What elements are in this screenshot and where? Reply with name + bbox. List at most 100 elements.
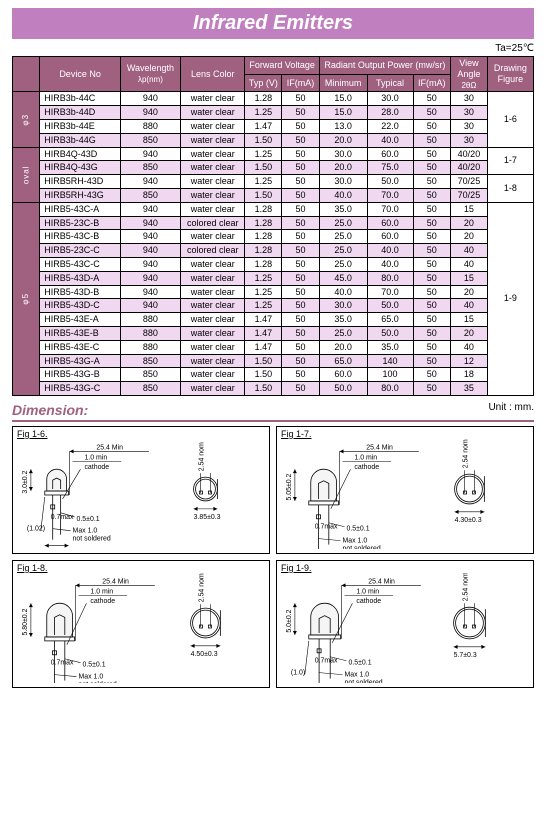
hdr-fv: Forward Voltage bbox=[245, 57, 319, 75]
fig-1-6: Fig 1-6. 3.0±0.225.4 Min1.0 mincathode0.… bbox=[12, 426, 270, 554]
cell: 45.0 bbox=[319, 271, 367, 285]
fig-1-9: Fig 1-9. 5.0±0.225.4 Min1.0 mincathode0.… bbox=[276, 560, 534, 688]
table-row: HIRB5-43C-B940water clear1.285025.060.05… bbox=[13, 230, 534, 244]
svg-text:0.5±0.1: 0.5±0.1 bbox=[82, 662, 105, 669]
cell: 50 bbox=[413, 119, 450, 133]
cell: 70/25 bbox=[451, 188, 488, 202]
svg-text:(1.02): (1.02) bbox=[27, 526, 45, 533]
hdr-ro-typ: Typical bbox=[367, 74, 413, 92]
cell: 1.50 bbox=[245, 161, 282, 175]
cell: HIRB4Q-43D bbox=[40, 147, 121, 161]
cell: water clear bbox=[180, 340, 244, 354]
cell: 25.0 bbox=[319, 326, 367, 340]
cell: 80.0 bbox=[367, 382, 413, 396]
cell: 850 bbox=[120, 368, 180, 382]
table-row: HIRB5-43G-B850water clear1.505060.010050… bbox=[13, 368, 534, 382]
cell: HIRB5-43E-C bbox=[40, 340, 121, 354]
table-row: HIRB5-43D-C940water clear1.255030.050.05… bbox=[13, 299, 534, 313]
cell: water clear bbox=[180, 271, 244, 285]
cell: 50 bbox=[282, 161, 319, 175]
svg-text:1.0 min: 1.0 min bbox=[90, 588, 113, 595]
table-row: HIRB5-43E-C880water clear1.475020.035.05… bbox=[13, 340, 534, 354]
cell: 50 bbox=[282, 299, 319, 313]
unit-note: Unit : mm. bbox=[488, 402, 534, 413]
cell: 25.0 bbox=[319, 257, 367, 271]
cell: 50 bbox=[413, 340, 450, 354]
cell: 100 bbox=[367, 368, 413, 382]
cell: 50 bbox=[282, 147, 319, 161]
cell: 40/20 bbox=[451, 161, 488, 175]
table-row: HIRB5-43E-B880water clear1.475025.050.05… bbox=[13, 326, 534, 340]
group-label: φ3 bbox=[13, 92, 40, 147]
cell: 940 bbox=[120, 202, 180, 216]
cell: 40.0 bbox=[319, 188, 367, 202]
hdr-ro-min: Minimum bbox=[319, 74, 367, 92]
cell: 28.0 bbox=[367, 106, 413, 120]
cell: 30.0 bbox=[319, 147, 367, 161]
cell: 140 bbox=[367, 354, 413, 368]
cell: 1.25 bbox=[245, 147, 282, 161]
table-row: HIRB5-43D-A940water clear1.255045.080.05… bbox=[13, 271, 534, 285]
table-row: HIRB3b-44D940water clear1.255015.028.050… bbox=[13, 106, 534, 120]
cell: 940 bbox=[120, 92, 180, 106]
cell: water clear bbox=[180, 257, 244, 271]
dimension-heading: Dimension: Unit : mm. bbox=[12, 402, 534, 422]
cell: 22.0 bbox=[367, 119, 413, 133]
table-row: HIRB5-23C-B940colored clear1.285025.060.… bbox=[13, 216, 534, 230]
cell: HIRB5-43D-A bbox=[40, 271, 121, 285]
svg-text:0.5±0.1: 0.5±0.1 bbox=[348, 660, 371, 667]
svg-text:25.4 Min: 25.4 Min bbox=[368, 578, 395, 585]
cell: water clear bbox=[180, 382, 244, 396]
cell: 50 bbox=[282, 119, 319, 133]
cell: 1.47 bbox=[245, 326, 282, 340]
cell: 70.0 bbox=[367, 202, 413, 216]
cell: water clear bbox=[180, 326, 244, 340]
cell: 30.0 bbox=[319, 175, 367, 189]
cell: 35 bbox=[451, 382, 488, 396]
table-row: HIRB5-23C-C940colored clear1.285025.040.… bbox=[13, 244, 534, 258]
cell: 1.28 bbox=[245, 92, 282, 106]
cell: 40 bbox=[451, 299, 488, 313]
cell: 20 bbox=[451, 216, 488, 230]
cell: 1.28 bbox=[245, 216, 282, 230]
cell: 20 bbox=[451, 230, 488, 244]
cell: 50 bbox=[282, 340, 319, 354]
page-title: Infrared Emitters bbox=[12, 8, 534, 39]
cell: 15 bbox=[451, 313, 488, 327]
svg-text:3.85±0.3: 3.85±0.3 bbox=[194, 514, 221, 521]
cell: HIRB5-43G-B bbox=[40, 368, 121, 382]
cell: 50 bbox=[413, 244, 450, 258]
cell: 40 bbox=[451, 257, 488, 271]
cell: 1.28 bbox=[245, 257, 282, 271]
cell: 50 bbox=[282, 271, 319, 285]
cell: HIRB5-43E-A bbox=[40, 313, 121, 327]
cell: 1-7 bbox=[487, 147, 533, 175]
cell: 18 bbox=[451, 368, 488, 382]
table-row: φ3HIRB3b-44C940water clear1.285015.030.0… bbox=[13, 92, 534, 106]
svg-text:cathode: cathode bbox=[84, 464, 109, 471]
cell: 50 bbox=[413, 175, 450, 189]
cell: 30 bbox=[451, 92, 488, 106]
cell: water clear bbox=[180, 133, 244, 147]
svg-text:1.0 min: 1.0 min bbox=[356, 588, 379, 595]
cell: 50.0 bbox=[367, 299, 413, 313]
hdr-fv-if: IF(mA) bbox=[282, 74, 319, 92]
cell: 50 bbox=[413, 368, 450, 382]
svg-text:Max 1.0: Max 1.0 bbox=[79, 674, 104, 681]
cell: 25.0 bbox=[319, 216, 367, 230]
cell: 30.0 bbox=[319, 299, 367, 313]
cell: 40/20 bbox=[451, 147, 488, 161]
cell: 50 bbox=[413, 313, 450, 327]
cell: 50 bbox=[413, 285, 450, 299]
cell: 40.0 bbox=[367, 133, 413, 147]
cell: 40.0 bbox=[367, 244, 413, 258]
cell: 50 bbox=[282, 313, 319, 327]
cell: 75.0 bbox=[367, 161, 413, 175]
svg-text:5.0±0.2: 5.0±0.2 bbox=[286, 609, 293, 632]
table-row: HIRB5-43G-C850water clear1.505050.080.05… bbox=[13, 382, 534, 396]
svg-text:2.54 nom: 2.54 nom bbox=[462, 573, 469, 601]
table-row: HIRB5RH-43D940water clear1.255030.050.05… bbox=[13, 175, 534, 189]
cell: HIRB5-43D-C bbox=[40, 299, 121, 313]
fig16-svg: 3.0±0.225.4 Min1.0 mincathode0.7max0.5±0… bbox=[17, 439, 265, 549]
ta-note: Ta=25℃ bbox=[0, 43, 534, 54]
